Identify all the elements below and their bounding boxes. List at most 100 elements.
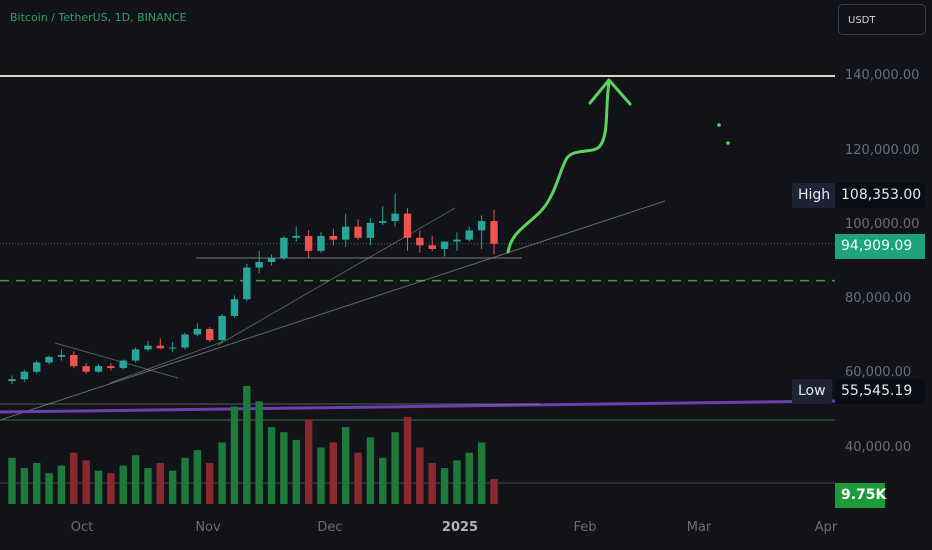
volume-bar xyxy=(267,427,276,504)
candle-body xyxy=(82,366,90,372)
volume-bar xyxy=(280,432,288,504)
candle-body xyxy=(193,328,202,335)
projection-curve xyxy=(506,80,611,254)
candle-body xyxy=(379,221,387,223)
y-tick-label: 80,000.00 xyxy=(845,291,912,306)
volume-bar xyxy=(218,442,226,504)
candle-body xyxy=(218,315,226,341)
volume-bar xyxy=(317,447,325,504)
x-tick-label: Apr xyxy=(814,520,838,535)
volume-badge: 9.75K xyxy=(835,483,886,508)
volume-bar xyxy=(453,460,461,504)
arrowhead-icon xyxy=(588,78,632,106)
y-tick-label: 120,000.00 xyxy=(845,143,920,158)
volume-bar xyxy=(416,447,424,504)
volume-bar xyxy=(391,432,399,504)
candle-body xyxy=(255,262,263,268)
volume-bar xyxy=(477,442,486,504)
volume-bar xyxy=(465,452,473,504)
candle-body xyxy=(391,213,399,222)
volume-bars xyxy=(8,386,498,504)
volume-bar xyxy=(8,457,16,504)
candle-body xyxy=(144,345,152,350)
volume-bar xyxy=(354,452,362,504)
volume-bar xyxy=(45,473,53,504)
low-label: Low xyxy=(792,379,832,404)
last-price-badge: 94,909.09 xyxy=(835,234,925,259)
candle-body xyxy=(354,226,362,238)
candle-body xyxy=(280,237,288,259)
annotation-dot-2 xyxy=(726,141,730,145)
volume-bar xyxy=(168,470,177,504)
candle-body xyxy=(181,334,189,348)
candle-body xyxy=(477,221,486,231)
candle-body xyxy=(440,241,449,249)
candle-body xyxy=(453,239,461,242)
candle-body xyxy=(230,299,239,316)
volume-bar xyxy=(255,401,263,504)
trendline-mid xyxy=(217,207,456,346)
candle-body xyxy=(416,237,424,246)
volume-bar xyxy=(379,457,387,504)
annotation-dot-1 xyxy=(717,123,721,127)
candle-body xyxy=(33,362,41,372)
trendline-long xyxy=(0,200,666,421)
volume-bar xyxy=(366,437,375,504)
high-value: 108,353.00 xyxy=(835,183,925,208)
volume-bar xyxy=(206,462,214,504)
volume-bar xyxy=(94,470,103,504)
y-tick-label: 40,000.00 xyxy=(845,440,912,455)
projection-arrow xyxy=(506,78,730,254)
candle-body xyxy=(45,356,53,363)
candle-body xyxy=(206,328,214,341)
volume-bar xyxy=(292,439,300,504)
candle-body xyxy=(329,235,338,240)
volume-bar xyxy=(57,465,66,504)
candle-body xyxy=(267,258,276,262)
volume-bar xyxy=(230,406,239,504)
volume-bar xyxy=(403,416,412,504)
x-tick-label: Feb xyxy=(573,520,597,535)
candle-body xyxy=(8,379,16,382)
candle-body xyxy=(366,222,375,238)
volume-bar xyxy=(33,462,41,504)
x-tick-label: Mar xyxy=(686,520,712,535)
volume-bar xyxy=(440,468,449,504)
purple-trendline xyxy=(0,399,836,414)
volume-bar xyxy=(70,452,78,504)
volume-bar xyxy=(107,473,115,504)
candle-body xyxy=(341,226,350,240)
trendline-short-2 xyxy=(109,341,223,384)
candle-body xyxy=(317,235,325,251)
candle-body xyxy=(292,235,300,238)
x-tick-label: Nov xyxy=(195,520,221,535)
candle-body xyxy=(243,267,251,300)
x-tick-label: Oct xyxy=(70,520,94,535)
candle-body xyxy=(465,230,473,240)
candles xyxy=(8,193,498,385)
y-tick-label: 60,000.00 xyxy=(845,365,912,380)
volume-bar xyxy=(131,455,140,504)
x-tick-label: Dec xyxy=(317,520,343,535)
candle-body xyxy=(107,366,115,369)
volume-bar xyxy=(119,465,127,504)
candle-body xyxy=(403,213,412,238)
candle-body xyxy=(304,235,313,251)
volume-bar xyxy=(82,460,90,504)
volume-bar xyxy=(243,386,251,504)
volume-bar xyxy=(428,462,436,504)
volume-bar xyxy=(156,462,165,504)
candle-body xyxy=(168,347,177,349)
volume-bar xyxy=(193,450,202,504)
y-tick-label: 140,000.00 xyxy=(845,68,920,83)
candle-body xyxy=(131,349,140,361)
x-tick-label: 2025 xyxy=(441,520,479,535)
currency-selector[interactable]: USDT xyxy=(838,4,926,35)
candle-body xyxy=(119,360,127,369)
trendline-short-1 xyxy=(54,342,179,379)
low-value: 55,545.19 xyxy=(835,379,925,404)
candle-body xyxy=(57,355,66,357)
volume-bar xyxy=(490,478,498,504)
volume-bar xyxy=(20,468,29,504)
